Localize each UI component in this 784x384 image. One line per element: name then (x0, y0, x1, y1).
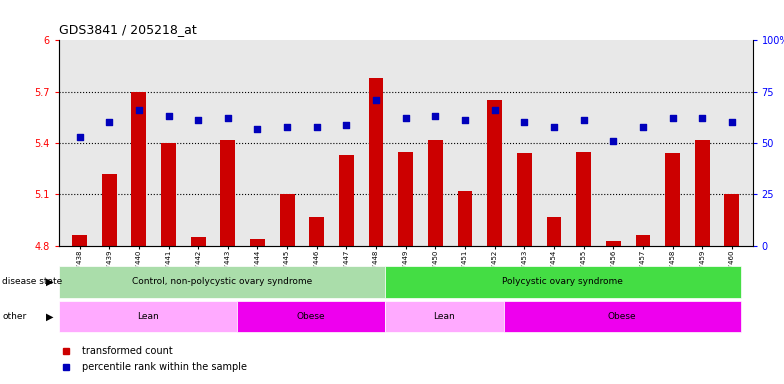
Bar (161, 143, 176, 246)
Bar (695, 140, 710, 246)
Text: Polycystic ovary syndrome: Polycystic ovary syndrome (503, 277, 623, 286)
Point (459, 118, 471, 124)
Text: transformed count: transformed count (82, 346, 172, 356)
Text: Obese: Obese (608, 312, 637, 321)
Bar (724, 194, 739, 246)
Point (370, 97, 383, 103)
Bar (102, 174, 117, 246)
Point (399, 115, 412, 121)
Point (548, 124, 561, 130)
Bar (339, 155, 354, 246)
Bar (428, 140, 443, 246)
Bar (59, 301, 237, 332)
Point (251, 126, 263, 132)
Bar (191, 237, 205, 246)
Point (488, 107, 501, 113)
Bar (488, 100, 502, 246)
Bar (606, 241, 621, 246)
Text: ▶: ▶ (45, 277, 53, 287)
Bar (385, 301, 503, 332)
Bar (517, 153, 532, 246)
Point (310, 124, 323, 130)
Bar (280, 194, 295, 246)
Point (429, 113, 441, 119)
Bar (59, 266, 385, 298)
Text: disease state: disease state (2, 277, 63, 286)
Bar (503, 301, 741, 332)
Text: percentile rank within the sample: percentile rank within the sample (82, 362, 247, 372)
Bar (132, 92, 147, 246)
Point (103, 119, 115, 126)
Bar (636, 235, 651, 246)
Text: other: other (2, 312, 27, 321)
Text: Control, non-polycystic ovary syndrome: Control, non-polycystic ovary syndrome (132, 277, 312, 286)
Point (73, 134, 85, 140)
Bar (368, 78, 383, 246)
Point (637, 124, 649, 130)
Point (222, 115, 234, 121)
Bar (458, 191, 473, 246)
Point (192, 118, 205, 124)
Point (696, 115, 709, 121)
Point (607, 138, 619, 144)
Text: Lean: Lean (137, 312, 158, 321)
Point (518, 119, 531, 126)
Point (281, 124, 293, 130)
Text: ▶: ▶ (45, 311, 53, 321)
Bar (665, 153, 680, 246)
Point (666, 115, 679, 121)
Text: Lean: Lean (434, 312, 456, 321)
Bar (576, 152, 591, 246)
Bar (310, 217, 324, 246)
Bar (220, 140, 235, 246)
Bar (546, 217, 561, 246)
Text: GDS3841 / 205218_at: GDS3841 / 205218_at (59, 23, 197, 36)
Point (340, 121, 353, 127)
Point (132, 107, 145, 113)
Point (577, 118, 590, 124)
Bar (237, 301, 385, 332)
Bar (385, 266, 741, 298)
Point (726, 119, 739, 126)
Bar (250, 239, 265, 246)
Bar (72, 235, 87, 246)
Point (162, 113, 175, 119)
Bar (398, 152, 413, 246)
Text: Obese: Obese (296, 312, 325, 321)
